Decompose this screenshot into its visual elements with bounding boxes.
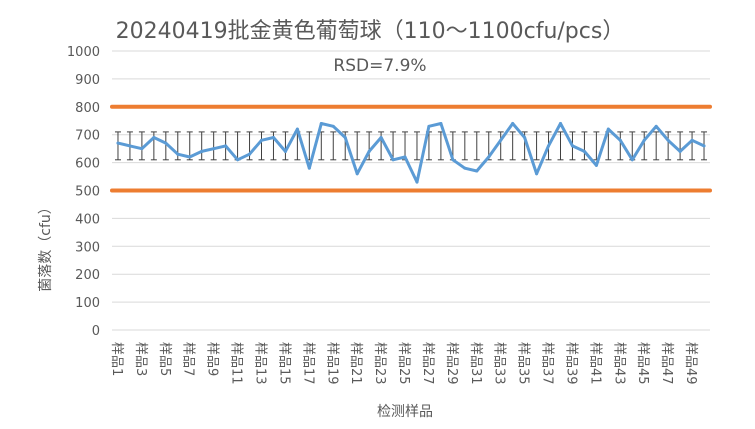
data-point xyxy=(164,141,168,145)
data-point xyxy=(618,138,622,142)
data-point xyxy=(260,138,263,142)
y-tick-label: 900 xyxy=(75,73,100,88)
data-point xyxy=(690,138,694,142)
data-point xyxy=(582,149,586,153)
y-tick-label: 800 xyxy=(75,101,100,116)
data-point xyxy=(559,122,562,126)
y-tick-label: 200 xyxy=(75,268,100,283)
chart-subtitle: RSD=7.9% xyxy=(333,56,426,76)
chart-title: 20240419批金黄色葡萄球（110～1100cfu/pcs） xyxy=(116,19,625,44)
y-tick-label: 400 xyxy=(75,212,100,227)
x-tick-label: 样品47 xyxy=(659,342,674,385)
y-axis-title: 菌落数（cfu） xyxy=(38,200,54,292)
x-tick-label: 样品49 xyxy=(683,342,698,385)
data-point xyxy=(224,144,228,148)
data-point xyxy=(463,166,467,170)
data-point xyxy=(295,127,299,131)
x-tick-label: 样品41 xyxy=(587,342,602,385)
x-tick-label: 样品29 xyxy=(444,342,459,385)
data-point xyxy=(666,138,670,142)
data-point xyxy=(427,124,431,128)
x-tick-label: 样品3 xyxy=(133,342,148,376)
x-tick-label: 样品11 xyxy=(229,342,244,385)
data-point xyxy=(439,122,443,126)
y-tick-label: 100 xyxy=(75,296,100,311)
x-tick-label: 样品19 xyxy=(324,342,339,385)
data-point xyxy=(355,172,359,176)
data-point xyxy=(343,135,347,139)
data-point xyxy=(630,158,634,162)
data-series xyxy=(116,122,706,184)
x-tick-label: 样品25 xyxy=(396,342,411,385)
x-tick-label: 样品23 xyxy=(372,342,387,385)
data-point xyxy=(331,124,335,128)
x-axis-title: 检测样品 xyxy=(377,404,433,420)
x-axis-ticks: 样品1 样品3 样品5 样品7 样品9 样品11 样品13 样品15 样品17 样品19 样品21 样… xyxy=(109,342,698,385)
data-point xyxy=(403,155,407,159)
x-tick-label: 样品27 xyxy=(420,342,435,385)
x-tick-label: 样品9 xyxy=(205,342,220,376)
y-tick-label: 600 xyxy=(75,157,100,172)
x-tick-label: 样品37 xyxy=(540,342,555,385)
x-tick-label: 样品39 xyxy=(564,342,579,385)
data-point xyxy=(678,149,682,153)
data-point xyxy=(307,166,311,170)
data-point xyxy=(702,144,706,148)
data-point xyxy=(487,155,491,159)
x-tick-label: 样品13 xyxy=(253,342,268,385)
x-tick-label: 样品31 xyxy=(468,342,483,385)
reference-lines xyxy=(110,104,712,193)
data-point xyxy=(271,135,275,139)
data-point xyxy=(152,135,156,139)
y-tick-label: 700 xyxy=(75,129,100,144)
data-point xyxy=(547,144,551,148)
data-point xyxy=(128,144,132,148)
data-point xyxy=(200,149,204,153)
x-tick-label: 样品35 xyxy=(516,342,531,385)
series-line xyxy=(116,122,706,184)
data-point xyxy=(212,147,216,151)
data-point xyxy=(499,138,503,142)
x-tick-label: 样品5 xyxy=(157,342,172,376)
data-point xyxy=(140,147,144,151)
x-tick-label: 样品1 xyxy=(109,342,124,376)
x-tick-label: 样品7 xyxy=(181,342,196,376)
data-point xyxy=(248,152,252,156)
data-point xyxy=(475,169,479,173)
data-point xyxy=(319,122,323,126)
error-bars xyxy=(114,131,708,161)
y-tick-label: 300 xyxy=(75,240,100,255)
data-point xyxy=(570,144,574,148)
x-tick-label: 样品15 xyxy=(276,342,291,385)
data-point xyxy=(116,141,120,145)
x-tick-label: 样品43 xyxy=(611,342,626,385)
y-tick-label: 500 xyxy=(75,185,100,200)
data-point xyxy=(451,158,455,162)
data-point xyxy=(594,163,598,167)
data-point xyxy=(535,172,539,176)
data-point xyxy=(523,135,527,139)
data-point xyxy=(654,124,658,128)
data-point xyxy=(415,180,419,184)
y-tick-label: 0 xyxy=(92,324,100,339)
data-point xyxy=(379,135,383,139)
data-point xyxy=(511,122,515,126)
data-point xyxy=(283,149,287,153)
x-tick-label: 样品45 xyxy=(635,342,650,385)
data-point xyxy=(606,127,610,131)
data-point xyxy=(367,149,371,153)
data-point xyxy=(391,158,395,162)
data-point xyxy=(188,155,192,159)
y-axis-ticks: 0 100 200 300 400 500 600 700 800 900 1000 xyxy=(67,45,100,339)
x-tick-label: 样品33 xyxy=(492,342,507,385)
x-tick-label: 样品17 xyxy=(300,342,315,385)
data-point xyxy=(642,138,646,142)
x-tick-label: 样品21 xyxy=(348,342,363,385)
data-point xyxy=(176,152,180,156)
y-tick-label: 1000 xyxy=(67,45,100,60)
data-point xyxy=(236,158,240,162)
